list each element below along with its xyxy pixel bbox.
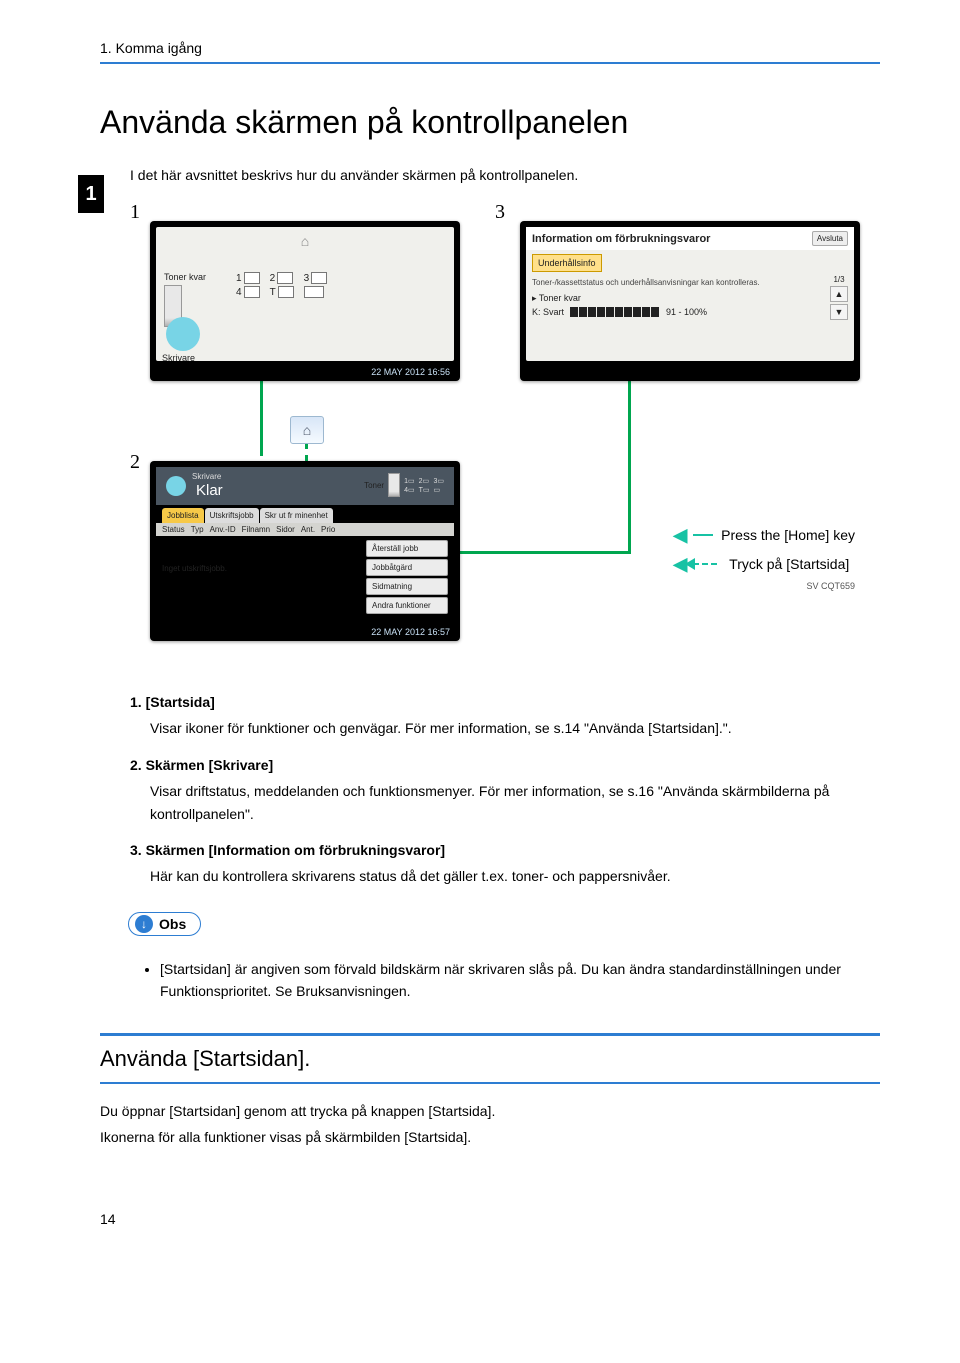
diagram: 1 2 3 ⌂ Toner kvar 1 2 3 4 T xyxy=(130,201,880,681)
printer-icon-label: Skrivare xyxy=(162,353,195,363)
tray-num: 2 xyxy=(270,273,276,284)
printer-status: Klar xyxy=(192,481,227,500)
tray-num: 1 xyxy=(236,273,242,284)
def3-head: 3. Skärmen [Information om förbrukningsv… xyxy=(130,839,880,861)
hint-block: ◀ Press the [Home] key ◀ Tryck på [Start… xyxy=(673,521,855,579)
tray-grid: 1 2 3 4 T xyxy=(236,272,327,298)
tray-icon xyxy=(278,286,294,298)
reset-job-button[interactable]: Återställ jobb xyxy=(366,540,448,557)
note-bullet: [Startsidan] är angiven som förvald bild… xyxy=(160,958,880,1003)
tab-memoryprint[interactable]: Skr ut fr minenhet xyxy=(260,508,333,523)
other-functions-button[interactable]: Andra funktioner xyxy=(366,597,448,614)
callout-line xyxy=(260,381,263,456)
def2-head: 2. Skärmen [Skrivare] xyxy=(130,754,880,776)
job-action-button[interactable]: Jobbåtgärd xyxy=(366,559,448,576)
toner-label-small: Toner xyxy=(364,481,384,490)
screen-supplies-info: Information om förbrukningsvaror Avsluta… xyxy=(520,221,860,381)
supplies-title: Information om förbrukningsvaror xyxy=(532,233,710,245)
tray-num: 3 xyxy=(304,273,310,284)
joblist-columns: Status Typ Anv.-ID Filnamn Sidor Ant. Pr… xyxy=(156,523,454,536)
arrow-dashed-icon xyxy=(693,563,717,565)
timestamp: 22 MAY 2012 16:56 xyxy=(371,367,450,377)
def1-head: 1. [Startsida] xyxy=(130,691,880,713)
page-title: Använda skärmen på kontrollpanelen xyxy=(100,104,880,141)
toner-pct-label: 91 - 100% xyxy=(666,307,707,317)
tab-printjobs[interactable]: Utskriftsjobb xyxy=(205,508,259,523)
tray-num: 4 xyxy=(236,287,242,298)
page-number: 14 xyxy=(100,1211,880,1227)
page-up-button[interactable]: ▲ xyxy=(830,286,848,302)
toner-gauge xyxy=(388,473,400,497)
note-icon: ↓ xyxy=(135,915,153,933)
screen-printer: Skrivare Klar Toner 1▭2▭3▭4▭T▭▭ J xyxy=(150,461,460,641)
definition-list: 1. [Startsida] Visar ikoner för funktion… xyxy=(100,691,880,888)
callout-line-dashed xyxy=(305,443,311,461)
body-paragraph: Ikonerna för alla funktioner visas på sk… xyxy=(100,1124,880,1151)
toner-header: ▸ Toner kvar xyxy=(532,293,848,304)
printer-icon xyxy=(166,476,186,496)
close-button[interactable]: Avsluta xyxy=(812,231,848,246)
page-down-button[interactable]: ▼ xyxy=(830,304,848,320)
chapter-label: 1. Komma igång xyxy=(100,40,880,56)
arrow-icon: ◀ xyxy=(673,521,687,550)
timestamp: 22 MAY 2012 16:57 xyxy=(371,627,450,637)
section-title: Använda [Startsidan]. xyxy=(100,1033,880,1084)
callout-3: 3 xyxy=(495,201,505,224)
chapter-rule xyxy=(100,62,880,64)
note-badge: ↓ Obs xyxy=(128,912,201,936)
home-key-button[interactable]: ⌂ xyxy=(290,416,324,444)
screen-home: ⌂ Toner kvar 1 2 3 4 T Skrivare 22 MAY 2… xyxy=(150,221,460,381)
printer-label: Skrivare xyxy=(192,472,227,481)
note-label: Obs xyxy=(159,916,186,932)
callout-2: 2 xyxy=(130,451,140,474)
home-icon: ⌂ xyxy=(294,233,316,251)
empty-joblist-msg: Inget utskriftsjobb. xyxy=(162,540,366,614)
hint-line2: Tryck på [Startsida] xyxy=(729,553,849,575)
note-list: [Startsidan] är angiven som förvald bild… xyxy=(100,958,880,1003)
callout-1: 1 xyxy=(130,201,140,224)
side-tab: 1 xyxy=(78,175,104,213)
maintenance-info-button[interactable]: Underhållsinfo xyxy=(532,254,602,272)
toner-label: Toner kvar xyxy=(164,272,224,282)
page-indicator: 1/3 xyxy=(830,275,848,284)
formfeed-button[interactable]: Sidmatning xyxy=(366,578,448,595)
tray-icon xyxy=(311,272,327,284)
def3-body: Här kan du kontrollera skrivarens status… xyxy=(130,865,880,887)
def2-body: Visar driftstatus, meddelanden och funkt… xyxy=(130,780,880,825)
def1-body: Visar ikoner för funktioner och genvägar… xyxy=(130,717,880,739)
body-paragraph: Du öppnar [Startsidan] genom att trycka … xyxy=(100,1098,880,1125)
toner-color-label: K: Svart xyxy=(532,307,564,317)
tray-icon xyxy=(244,286,260,298)
tab-joblist[interactable]: Jobblista xyxy=(162,508,204,523)
tray-icon xyxy=(244,272,260,284)
hint-line1: Press the [Home] key xyxy=(721,524,855,546)
supplies-desc: Toner-/kassettstatus och underhållsanvis… xyxy=(532,278,848,287)
tray-num: T xyxy=(270,287,276,298)
callout-line xyxy=(628,381,631,551)
printer-icon[interactable] xyxy=(166,317,200,351)
tray-icon xyxy=(304,286,324,298)
toner-level-bar xyxy=(570,307,660,317)
reference-code: SV CQT659 xyxy=(806,581,855,591)
tray-icon xyxy=(277,272,293,284)
intro-text: I det här avsnittet beskrivs hur du anvä… xyxy=(100,167,880,183)
